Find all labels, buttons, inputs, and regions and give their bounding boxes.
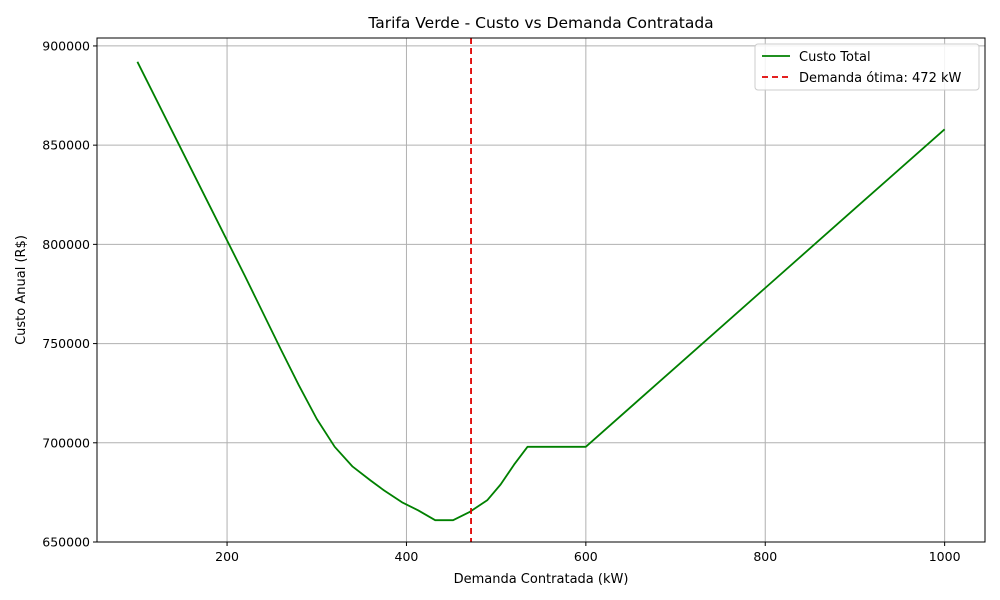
grid (97, 38, 985, 543)
series-layer (136, 38, 946, 542)
legend-entry-demanda-otima: Demanda ótima: 472 kW (799, 71, 962, 86)
y-tick-label: 750000 (42, 336, 90, 351)
plot-frame (96, 37, 986, 543)
y-tick-label: 650000 (42, 535, 90, 550)
x-tick-label: 1000 (929, 549, 961, 564)
legend-entry-custo-total: Custo Total (799, 50, 871, 65)
chart-title: Tarifa Verde - Custo vs Demanda Contrata… (367, 14, 713, 32)
y-tick-label: 850000 (42, 138, 90, 153)
x-tick-label: 400 (395, 549, 419, 564)
legend-box (754, 43, 980, 91)
x-tick-label: 200 (215, 549, 239, 564)
y-tick-label: 900000 (42, 38, 90, 53)
y-axis-ticks: 650000 700000 750000 800000 850000 900000 (42, 38, 97, 550)
x-tick-label: 800 (753, 549, 777, 564)
y-tick-label: 700000 (42, 435, 90, 450)
x-axis-label: Demanda Contratada (kW) (454, 572, 629, 587)
y-axis-label: Custo Anual (R$) (14, 235, 29, 345)
x-axis-ticks: 200 400 600 800 1000 (215, 542, 961, 564)
x-tick-label: 600 (574, 549, 598, 564)
y-tick-label: 800000 (42, 237, 90, 252)
series-line-custo-total (136, 61, 946, 522)
legend: Custo Total Demanda ótima: 472 kW (754, 43, 980, 91)
